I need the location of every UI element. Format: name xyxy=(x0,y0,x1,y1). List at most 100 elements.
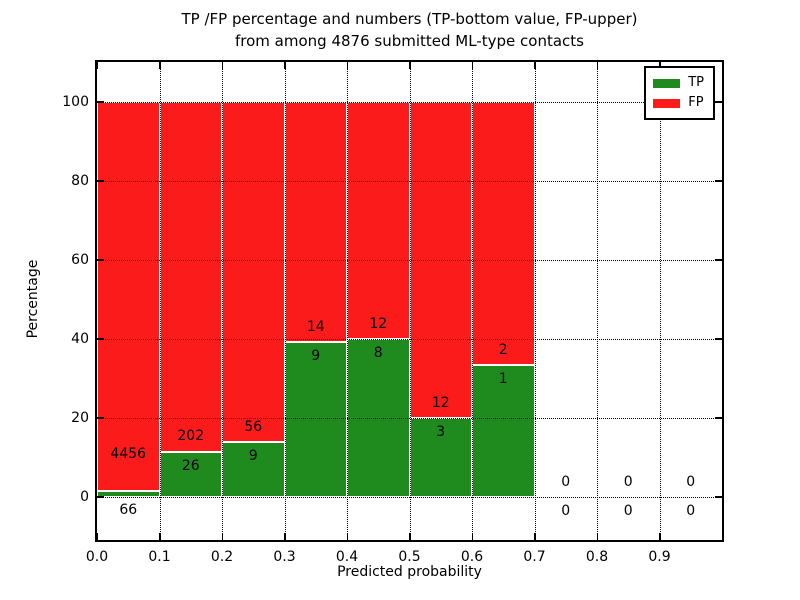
bar-count-label-fp: 4456 xyxy=(110,446,147,463)
y-tick-label: 80 xyxy=(71,172,89,189)
axis-tick-bottom xyxy=(409,533,411,540)
axis-tick-top xyxy=(221,62,223,69)
axis-tick-left xyxy=(97,259,104,261)
axis-tick-right xyxy=(715,496,722,498)
axis-tick-top xyxy=(659,62,661,69)
y-tick-label: 40 xyxy=(71,330,89,347)
axis-tick-bottom xyxy=(596,533,598,540)
bar-count-label-tp: 26 xyxy=(181,457,200,474)
gridline-vertical xyxy=(409,62,411,540)
bar-count-label-fp: 0 xyxy=(561,473,571,490)
bar-count-label-tp: 0 xyxy=(686,502,696,519)
x-tick-label: 0.2 xyxy=(210,549,234,565)
bar-count-label-fp: 0 xyxy=(686,473,696,490)
legend: TP FP xyxy=(644,66,715,120)
x-tick-label: 0.1 xyxy=(148,549,171,565)
bar-segment-fp xyxy=(347,101,410,339)
bar-segment-fp xyxy=(472,101,535,365)
x-tick-label: 0.3 xyxy=(273,549,296,565)
axis-tick-bottom xyxy=(284,533,286,540)
axis-tick-top xyxy=(159,62,161,69)
bar-segment-tp xyxy=(409,417,472,497)
x-tick-label: 0.4 xyxy=(335,549,359,565)
bar-count-label-fp: 56 xyxy=(244,418,263,435)
bar-count-label-fp: 12 xyxy=(369,315,388,332)
bar-count-label-tp: 8 xyxy=(373,344,383,361)
plot-area: TP FP 4456 66 202 26 56 9 14 9 12 8 12 3 2 1 0 0 0 0 0 0 xyxy=(95,60,724,542)
axis-tick-left xyxy=(97,417,104,419)
axis-tick-bottom xyxy=(159,533,161,540)
axis-tick-left xyxy=(97,180,104,182)
chart-title-line-2: from among 4876 submitted ML-type contac… xyxy=(235,32,584,50)
bar-segment-fp xyxy=(159,101,222,452)
y-tick-label: 60 xyxy=(71,251,89,268)
legend-swatch-tp xyxy=(653,78,681,88)
bar-count-label-tp: 9 xyxy=(248,448,258,465)
gridline-vertical xyxy=(159,62,161,540)
bar-segment-tp xyxy=(97,490,160,497)
legend-item-fp: FP xyxy=(653,93,704,113)
bar-count-label-fp: 202 xyxy=(177,428,205,445)
bar-count-label-tp: 3 xyxy=(436,423,446,440)
gridline-vertical xyxy=(347,62,348,540)
x-axis-label: Predicted probability xyxy=(337,564,482,580)
legend-label-tp: TP xyxy=(688,75,704,90)
x-tick-label: 0.0 xyxy=(85,549,109,565)
axis-tick-top xyxy=(409,62,411,69)
axis-tick-top xyxy=(596,62,598,69)
axis-tick-top xyxy=(96,62,98,69)
bar-count-label-fp: 0 xyxy=(623,473,633,490)
y-tick-label: 20 xyxy=(71,409,89,426)
axis-tick-left xyxy=(97,338,104,340)
x-tick-label: 0.7 xyxy=(523,549,546,565)
gridline-vertical xyxy=(284,62,286,540)
bar-count-label-tp: 9 xyxy=(311,348,321,365)
axis-tick-left xyxy=(97,496,104,498)
bar-segment-tp xyxy=(472,364,535,497)
gridline-vertical xyxy=(222,62,223,540)
bar-segment-tp xyxy=(159,451,222,497)
bar-count-label-tp: 1 xyxy=(498,371,508,388)
bar-segment-fp xyxy=(284,101,347,342)
chart-title-line-1: TP /FP percentage and numbers (TP-bottom… xyxy=(181,10,638,28)
x-tick-label: 0.8 xyxy=(585,549,609,565)
bar-count-label-tp: 0 xyxy=(561,502,571,519)
axis-tick-bottom xyxy=(471,533,473,540)
axis-tick-bottom xyxy=(659,533,661,540)
bar-count-label-fp: 12 xyxy=(431,394,450,411)
bar-count-label-fp: 14 xyxy=(306,318,325,335)
axis-tick-bottom xyxy=(96,533,98,540)
axis-tick-right xyxy=(715,180,722,182)
legend-label-fp: FP xyxy=(688,95,704,110)
axis-tick-top xyxy=(346,62,348,69)
chart-title: TP /FP percentage and numbers (TP-bottom… xyxy=(97,8,722,52)
axis-tick-top xyxy=(471,62,473,69)
x-tick-label: 0.9 xyxy=(648,549,671,565)
y-tick-label: 0 xyxy=(80,488,89,505)
axis-tick-right xyxy=(715,338,722,340)
x-tick-label: 0.6 xyxy=(460,549,484,565)
axis-tick-bottom xyxy=(221,533,223,540)
bar-count-label-fp: 2 xyxy=(498,341,508,358)
legend-swatch-fp xyxy=(653,98,681,108)
axis-tick-right xyxy=(715,417,722,419)
bar-count-label-tp: 0 xyxy=(623,502,633,519)
axis-tick-bottom xyxy=(534,533,536,540)
gridline-vertical xyxy=(472,62,473,540)
y-tick-label: 100 xyxy=(62,93,89,110)
bar-segment-fp xyxy=(97,101,160,491)
axis-tick-right xyxy=(715,101,722,103)
bar-segment-tp xyxy=(284,341,347,497)
axis-tick-left xyxy=(97,101,104,103)
gridline-vertical xyxy=(659,62,661,540)
bar-segment-fp xyxy=(222,101,285,442)
axis-tick-bottom xyxy=(346,533,348,540)
bar-count-label-tp: 66 xyxy=(119,501,138,518)
gridline-vertical xyxy=(597,62,598,540)
legend-item-tp: TP xyxy=(653,73,704,93)
bar-segment-tp xyxy=(347,338,410,497)
gridline-vertical xyxy=(534,62,536,540)
axis-tick-top xyxy=(534,62,536,69)
x-tick-label: 0.5 xyxy=(398,549,421,565)
